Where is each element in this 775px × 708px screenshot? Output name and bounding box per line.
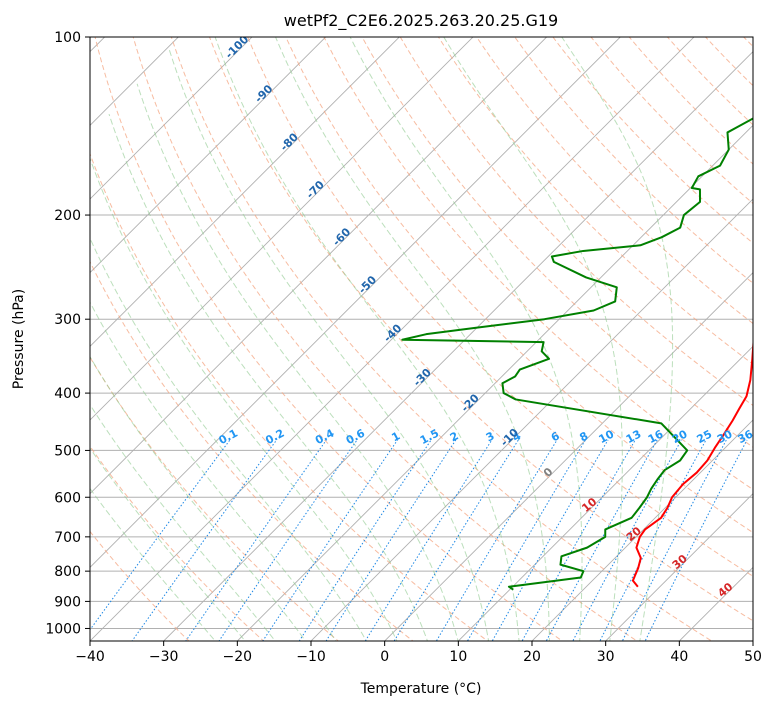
isotherm-line	[384, 272, 753, 641]
x-tick-label: 0	[380, 649, 389, 665]
isotherm-line	[236, 124, 753, 641]
isotherm-line	[310, 198, 753, 641]
isotherm-line	[90, 37, 179, 126]
moist-adiabat-line	[90, 301, 337, 641]
mixing-ratio-label: 30	[715, 427, 735, 446]
dry-adiabat-line	[399, 37, 753, 407]
isotherm-line	[457, 345, 753, 641]
x-tick-label: −10	[296, 649, 326, 665]
x-tick-label: 30	[597, 649, 615, 665]
y-tick-label: 900	[54, 594, 81, 610]
mixing-ratio-line	[572, 439, 682, 641]
chart-title: wetPf2_C2E6.2025.263.20.25.G19	[284, 11, 558, 31]
mixing-ratio-label: 20	[670, 427, 690, 446]
mixing-ratio-label: 25	[695, 428, 715, 447]
mixing-ratio-line	[393, 439, 519, 641]
y-tick-label: 400	[54, 386, 81, 402]
x-tick-label: −20	[223, 649, 253, 665]
mixing-ratio-line	[325, 439, 457, 641]
dry-adiabat-line	[90, 530, 190, 641]
mixing-ratio-line	[491, 439, 609, 641]
moist-adiabat-line	[90, 355, 307, 641]
moist-adiabat-line	[90, 403, 276, 641]
mixing-ratio-label: 13	[624, 428, 644, 447]
moist-adiabat-line	[561, 37, 674, 641]
isotherm-line	[90, 37, 253, 200]
mixing-ratio-line	[435, 439, 558, 641]
y-axis-label: Pressure (hPa)	[11, 289, 27, 389]
mixing-ratio-label: 10	[597, 427, 617, 446]
dry-adiabat-line	[90, 260, 414, 641]
isotherm-line	[90, 37, 695, 641]
x-tick-label: 10	[449, 649, 467, 665]
dry-adiabat-line	[247, 37, 753, 577]
mixing-ratio-line	[521, 439, 636, 641]
dry-adiabats	[90, 37, 753, 641]
plot-frame	[89, 36, 754, 642]
isotherm-line	[90, 37, 474, 421]
mixing-ratio-line	[644, 439, 748, 641]
isotherm-line	[531, 419, 753, 641]
mixing-ratio-line	[545, 439, 658, 641]
dry-adiabat-line	[90, 445, 265, 641]
moist-adiabat-line	[90, 156, 398, 641]
isotherm-line	[90, 37, 327, 274]
y-tick-label: 300	[54, 312, 81, 328]
dewpoint-trace	[401, 117, 753, 591]
x-tick-label: −30	[149, 649, 179, 665]
dry-adiabat-line	[514, 37, 753, 284]
mixing-ratio-lines	[90, 439, 748, 641]
isotherm-line	[90, 37, 621, 568]
moist-adiabat-line	[214, 37, 520, 641]
moist-adiabat-line	[443, 37, 623, 641]
moist-adiabat-line	[275, 37, 550, 641]
moist-adiabat-line	[136, 83, 459, 641]
dry-adiabat-line	[132, 37, 638, 641]
dry-adiabat-line	[90, 356, 339, 641]
sounding-traces	[401, 117, 753, 591]
isotherm-line	[90, 37, 548, 495]
dry-adiabat-line	[361, 37, 753, 448]
moist-adiabat-line	[349, 37, 583, 641]
y-tick-label: 700	[54, 530, 81, 546]
isotherm-gridlines	[90, 37, 753, 641]
isotherm-line	[90, 37, 400, 347]
y-tick-label: 200	[54, 208, 81, 224]
y-tick-label: 800	[54, 564, 81, 580]
moist-adiabat-line	[90, 487, 216, 641]
mixing-ratio-line	[131, 439, 278, 641]
x-tick-label: 40	[670, 649, 688, 665]
mixing-ratio-label: 16	[646, 427, 666, 446]
mixing-ratio-line	[621, 439, 727, 641]
y-tick-label: 500	[54, 443, 81, 459]
isotherm-line	[605, 493, 753, 641]
moist-adiabat-line	[168, 49, 490, 641]
isobar-gridlines	[90, 37, 753, 629]
dry-adiabat-line	[94, 37, 564, 641]
moist-adiabat-line	[90, 237, 367, 641]
x-axis-label: Temperature (°C)	[360, 681, 482, 697]
mixing-ratio-line	[90, 439, 231, 631]
y-tick-label: 1000	[45, 621, 81, 637]
y-tick-label: 600	[54, 490, 81, 506]
mixing-ratio-line	[262, 439, 398, 641]
moist-adiabats	[90, 37, 674, 641]
moist-adiabat-line	[108, 113, 429, 641]
mixing-ratio-label: 36	[736, 427, 756, 446]
mixing-ratio-line	[466, 439, 586, 641]
isotherm-line	[163, 51, 753, 641]
moist-adiabat-line	[90, 447, 246, 641]
mixing-ratio-line	[218, 439, 358, 641]
x-tick-label: 20	[523, 649, 541, 665]
temperature-trace	[631, 335, 753, 588]
dry-adiabat-line	[475, 37, 753, 325]
axes: −40 −30 −20 −10 0 10 20 30 40 50 100 200 300 400 500 60…	[45, 30, 762, 665]
y-tick-label: 100	[54, 30, 81, 46]
dry-adiabat-line	[170, 37, 713, 641]
dry-adiabat-line	[285, 37, 753, 534]
x-tick-label: −40	[75, 649, 105, 665]
x-tick-label: 50	[744, 649, 762, 665]
plot-area: 0.1 0.2 0.4 0.6 1 1.5 2 3 4 6 8 10 13 16 20 25 30 36-100-…	[90, 37, 756, 641]
